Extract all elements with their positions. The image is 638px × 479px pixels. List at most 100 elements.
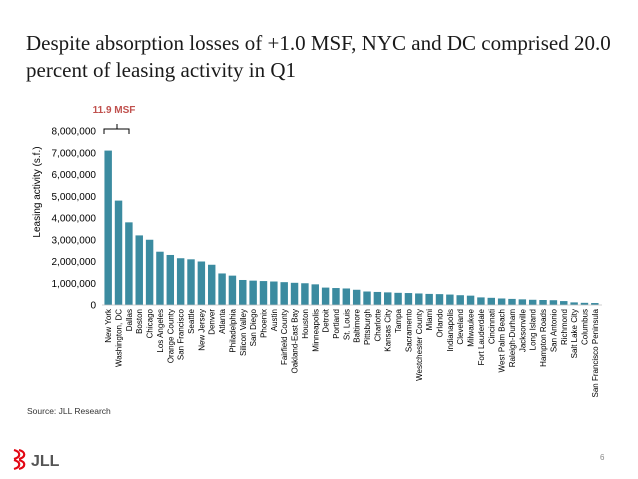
bar: [384, 292, 392, 305]
x-tick-label: Pittsburgh: [363, 309, 372, 345]
y-tick-label: 4,000,000: [52, 214, 97, 225]
page-number: 6: [600, 453, 605, 462]
x-tick-label: Washington, DC: [115, 309, 124, 367]
x-tick-label: Minneapolis: [311, 309, 320, 352]
bar: [570, 302, 578, 305]
bar: [156, 251, 164, 305]
x-tick-label: Portland: [332, 309, 341, 339]
bar: [239, 279, 247, 305]
x-tick-label: Detroit: [322, 308, 331, 332]
bar: [207, 264, 216, 305]
x-tick-label: Jacksonville: [518, 308, 527, 352]
bar: [135, 235, 143, 305]
bar: [539, 300, 547, 305]
bar-chart: 11.9 MSF Leasing activity (s.f.) 0 1,000,…: [32, 105, 602, 398]
bar: [176, 258, 185, 305]
x-tick-label: Denver: [208, 309, 217, 335]
bar: [218, 273, 226, 305]
jll-logo-mark-icon: [13, 448, 26, 471]
x-tick-label: Atlanta: [218, 308, 227, 333]
x-tick-label: Fort Lauderdale: [477, 308, 486, 365]
x-tick-label: Orlando: [436, 308, 445, 337]
x-axis-labels: New York Washington, DC Dallas Boston Chicag…: [104, 308, 600, 398]
bar: [228, 275, 237, 305]
x-tick-label: Long Island: [529, 309, 538, 350]
bar: [187, 259, 195, 305]
x-tick-label: West Palm Beach: [498, 309, 507, 372]
x-tick-label: Westchester County: [415, 309, 424, 381]
bar: [456, 295, 464, 305]
x-tick-label: Houston: [301, 309, 310, 339]
bar: [270, 281, 278, 305]
x-tick-label: Indianapolis: [446, 309, 455, 352]
x-tick-label: New Jersey: [197, 309, 206, 351]
x-tick-label: Philadelphia: [228, 308, 237, 352]
bar: [373, 291, 382, 305]
x-tick-label: San Francisco: [177, 308, 186, 360]
bar: [446, 294, 454, 305]
x-tick-label: Sacramento: [404, 308, 413, 352]
bar: [528, 299, 537, 305]
bar: [560, 301, 568, 305]
y-axis-ticks: 0 1,000,000 2,000,000 3,000,000 4,000,000 5,0…: [52, 127, 97, 312]
x-tick-label: Miami: [425, 309, 434, 331]
x-tick-label: Los Angeles: [156, 309, 165, 353]
bar: [497, 298, 506, 305]
x-tick-label: Seattle: [187, 308, 196, 333]
bar: [477, 297, 485, 305]
bar: [580, 302, 589, 305]
bar: [290, 282, 299, 305]
x-tick-label: Baltimore: [353, 308, 362, 342]
y-tick-label: 3,000,000: [52, 235, 97, 246]
x-tick-label: San Francisco Peninsula: [591, 308, 600, 397]
x-tick-label: Boston: [135, 309, 144, 334]
bar: [104, 150, 112, 305]
bar: [249, 280, 257, 305]
x-tick-label: Silicon Valley: [239, 309, 248, 356]
bar: [197, 261, 206, 305]
logo-text: JLL: [31, 453, 60, 470]
bar: [591, 303, 599, 305]
y-tick-label: 6,000,000: [52, 170, 97, 181]
bar: [166, 254, 175, 305]
bar: [342, 288, 351, 305]
bar: [487, 297, 495, 305]
x-tick-label: Raleigh-Durham: [508, 309, 517, 368]
x-tick-label: Salt Lake City: [570, 309, 579, 358]
bar: [549, 300, 558, 305]
bar: [311, 284, 319, 305]
y-tick-label: 8,000,000: [52, 127, 97, 138]
bar: [425, 293, 433, 305]
bar: [145, 239, 154, 305]
bar: [435, 294, 444, 306]
bar: [280, 282, 288, 305]
x-tick-label: San Diego: [249, 308, 258, 346]
bar: [321, 287, 330, 305]
bar: [259, 281, 268, 305]
x-tick-label: Fairfield County: [280, 309, 289, 365]
x-tick-label: Hampton Roads: [539, 309, 548, 367]
bar: [332, 288, 340, 305]
x-tick-label: Charlotte: [373, 308, 382, 341]
y-tick-label: 5,000,000: [52, 192, 97, 203]
x-tick-label: Oakland-East Bay: [291, 309, 300, 373]
x-tick-label: Austin: [270, 309, 279, 331]
y-tick-label: 2,000,000: [52, 257, 97, 268]
annotation-label: 11.9 MSF: [93, 105, 136, 116]
x-tick-label: New York: [104, 308, 113, 343]
bar: [508, 298, 516, 305]
bar: [518, 299, 527, 305]
source-note: Source: JLL Research: [27, 406, 111, 416]
x-tick-label: San Antonio: [549, 308, 558, 352]
x-tick-label: Richmond: [560, 309, 569, 345]
x-tick-label: Cincinnati: [487, 309, 496, 344]
bar: [404, 293, 413, 305]
x-tick-label: Phoenix: [259, 309, 268, 338]
slide-title: Despite absorption losses of +1.0 MSF, N…: [26, 31, 611, 82]
x-tick-label: Chicago: [146, 308, 155, 338]
bar: [394, 292, 402, 305]
x-tick-label: Kansas City: [384, 309, 393, 352]
y-tick-label: 1,000,000: [52, 279, 97, 290]
x-tick-label: Milwaukee: [467, 308, 476, 346]
bar: [114, 200, 123, 305]
